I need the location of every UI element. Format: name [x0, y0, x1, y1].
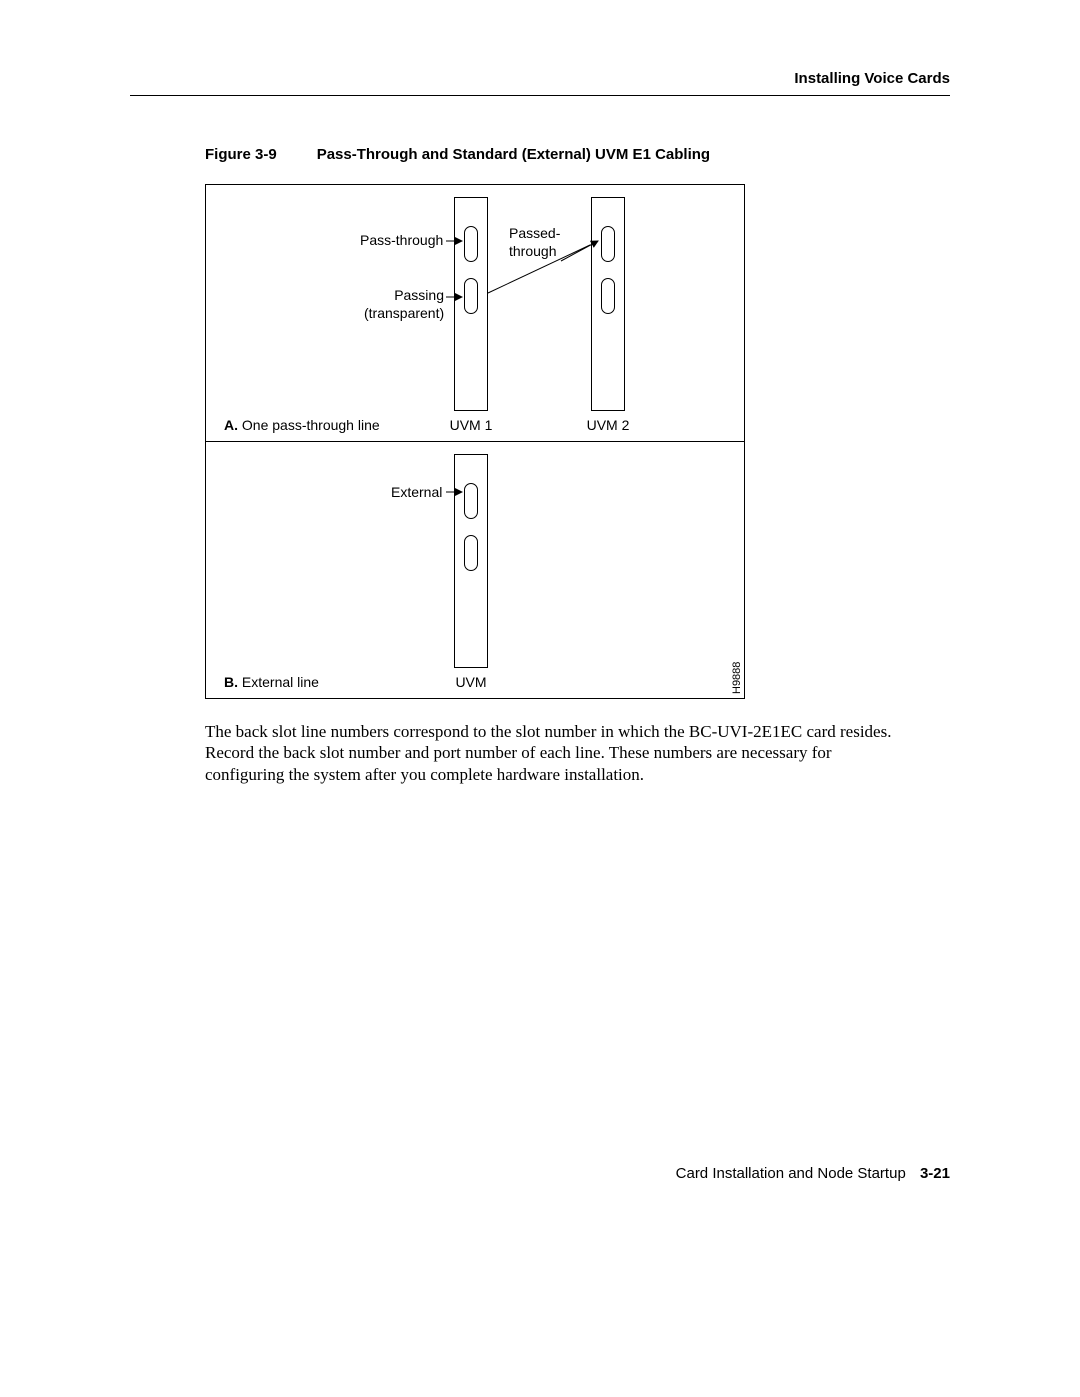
label-passing-l2: (transparent): [364, 305, 444, 321]
label-passed-through-l1: Passed-: [509, 225, 560, 241]
card-uvm-b-label: UVM: [451, 674, 491, 690]
page-footer: Card Installation and Node Startup 3-21: [676, 1165, 950, 1182]
card-uvm2-label: UVM 2: [581, 417, 635, 433]
panel-a-caption: A. One pass-through line: [224, 417, 380, 433]
card-uvm-b-port-bottom: [464, 535, 478, 571]
panel-a: Pass-through Passed- through Passing (tr…: [205, 184, 745, 442]
panel-b-caption: B. External line: [224, 674, 319, 690]
card-uvm-b-port-top: [464, 483, 478, 519]
figure-sidecode: H9888: [731, 662, 743, 694]
figure-diagram: Pass-through Passed- through Passing (tr…: [205, 184, 950, 699]
card-uvm1: [454, 197, 488, 411]
panel-b-caption-text: External line: [238, 674, 319, 690]
label-passed-through: Passed- through: [509, 225, 560, 260]
card-uvm2-port-top: [601, 226, 615, 262]
panel-b-caption-prefix: B.: [224, 674, 238, 690]
page-content: Installing Voice Cards Figure 3-9 Pass-Th…: [130, 70, 950, 785]
card-uvm2: [591, 197, 625, 411]
label-passing-l1: Passing: [394, 287, 444, 303]
card-uvm1-label: UVM 1: [444, 417, 498, 433]
panel-b: External B. External line UVM H9888: [205, 441, 745, 699]
card-uvm1-port-top: [464, 226, 478, 262]
label-pass-through: Pass-through: [360, 232, 443, 250]
panel-a-caption-prefix: A.: [224, 417, 238, 433]
figure-label: Figure 3-9: [205, 146, 277, 163]
card-uvm2-port-bottom: [601, 278, 615, 314]
panel-a-caption-text: One pass-through line: [238, 417, 380, 433]
footer-page-number: 3-21: [920, 1165, 950, 1182]
label-external: External: [391, 484, 442, 502]
figure-heading: Figure 3-9 Pass-Through and Standard (Ext…: [205, 146, 950, 164]
figure-title: Pass-Through and Standard (External) UVM…: [317, 146, 710, 163]
label-passed-through-l2: through: [509, 243, 556, 259]
label-passing: Passing (transparent): [364, 287, 444, 322]
card-uvm1-port-bottom: [464, 278, 478, 314]
card-uvm-b: [454, 454, 488, 668]
body-paragraph: The back slot line numbers correspond to…: [205, 721, 905, 785]
footer-chapter: Card Installation and Node Startup: [676, 1165, 906, 1182]
section-header: Installing Voice Cards: [130, 70, 950, 96]
